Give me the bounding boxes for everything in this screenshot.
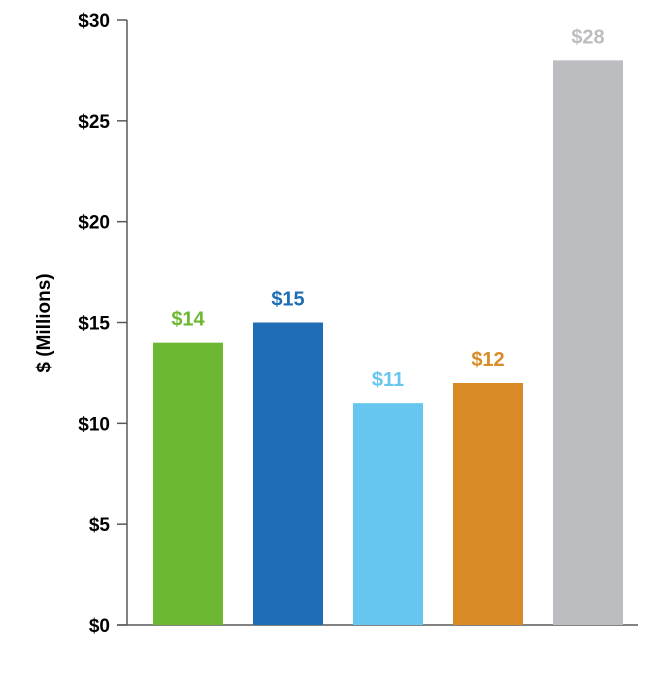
bar-value-label: $11 bbox=[372, 369, 404, 391]
bar-value-label: $12 bbox=[471, 349, 504, 371]
y-tick-label: $0 bbox=[89, 616, 110, 637]
bars bbox=[153, 60, 623, 626]
y-tick-label: $30 bbox=[78, 11, 110, 32]
y-tick-label: $15 bbox=[78, 314, 110, 335]
bar-value-label: $15 bbox=[271, 289, 304, 311]
bar bbox=[453, 383, 523, 625]
y-axis-label: $ (Millions) bbox=[34, 273, 55, 372]
bar-value-label: $28 bbox=[571, 26, 604, 48]
bar bbox=[553, 60, 623, 626]
bar bbox=[253, 322, 323, 625]
bar-value-label: $14 bbox=[171, 309, 205, 331]
bar bbox=[153, 342, 223, 625]
y-tick-label: $20 bbox=[78, 213, 110, 234]
bar bbox=[353, 403, 423, 625]
y-tick-label: $5 bbox=[89, 515, 111, 536]
y-tick-label: $10 bbox=[78, 414, 110, 435]
y-tick-label: $25 bbox=[78, 112, 110, 133]
value-labels: $14 $15 $11 $12 $28 bbox=[171, 26, 604, 391]
